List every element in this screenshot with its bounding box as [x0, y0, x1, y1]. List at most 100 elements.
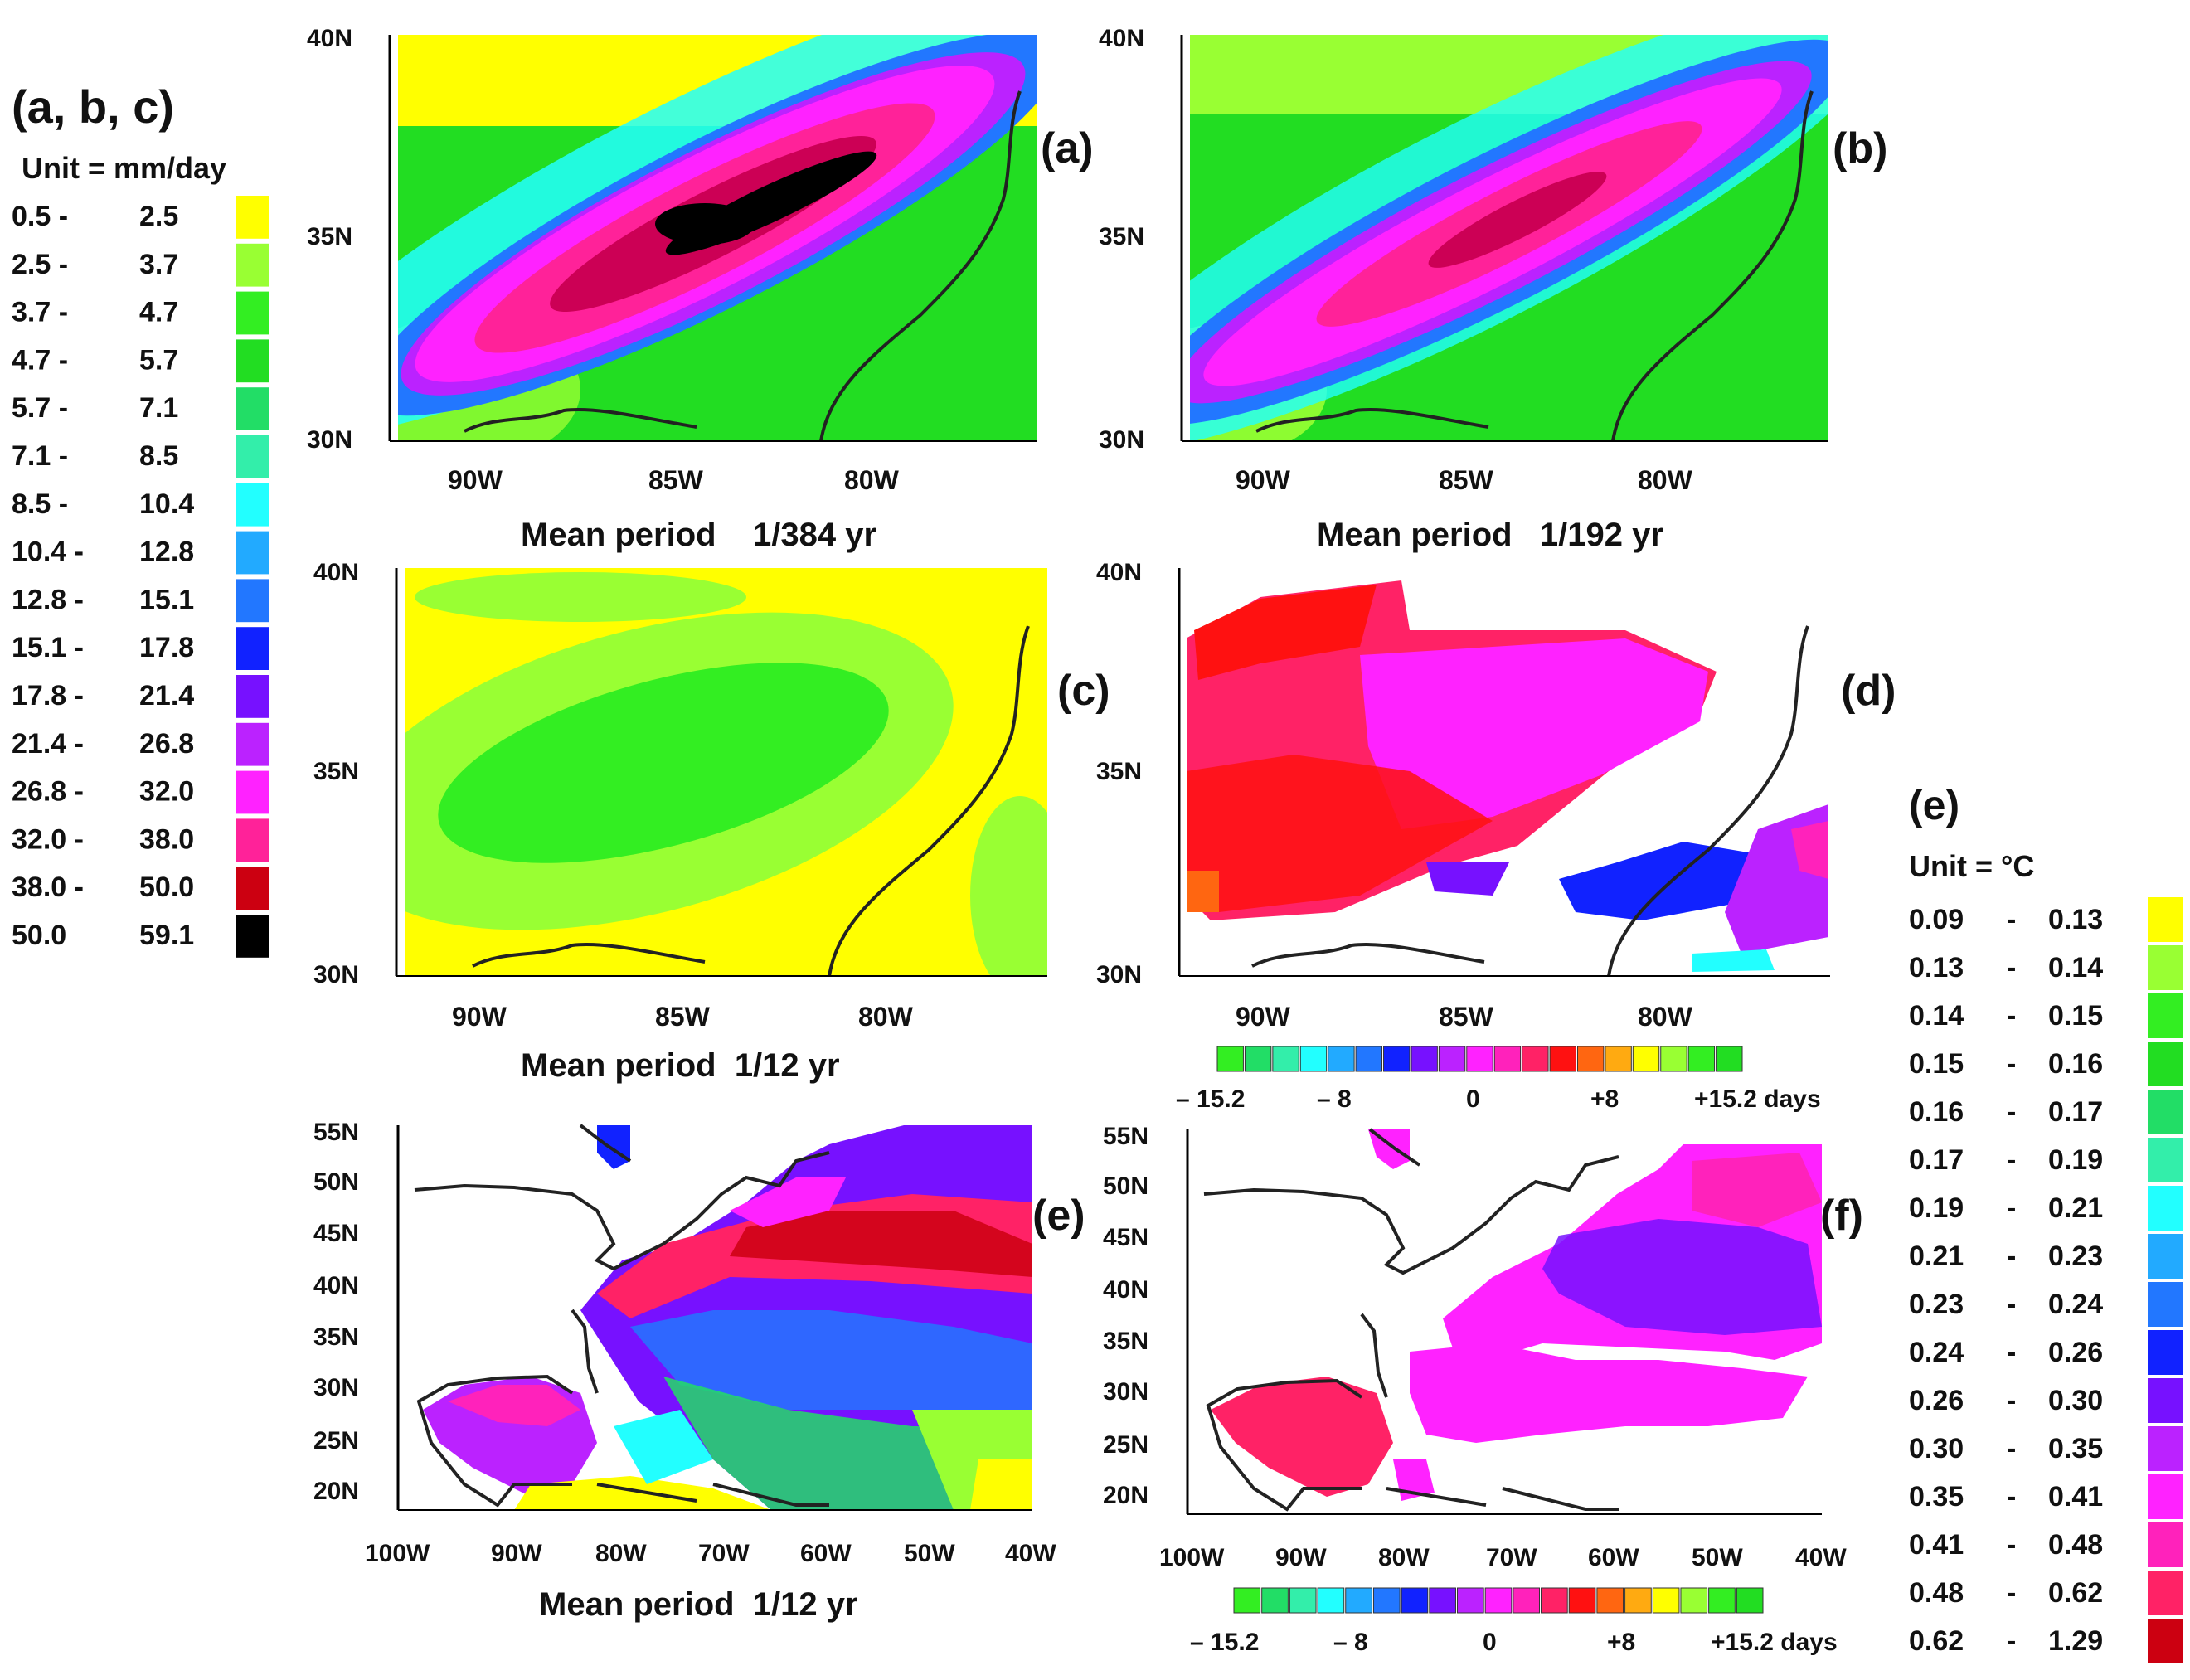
legend-e-dash-2: -	[2007, 1000, 2016, 1032]
legend-e-dash-7: -	[2007, 1241, 2016, 1272]
panel-d-scale-label-0: – 15.2	[1176, 1085, 1245, 1113]
legend-e-lo-14: 0.48	[1909, 1577, 1964, 1609]
panel-f-scale-swatch-10	[1513, 1587, 1541, 1614]
panel-f-ylabel-35n: 35N	[1103, 1328, 1148, 1355]
legend-e-dash-15: -	[2007, 1625, 2016, 1657]
legend-e-lo-8: 0.23	[1909, 1289, 1964, 1320]
panel-d-scale-swatch-5	[1355, 1046, 1383, 1072]
panel-d-ylabel-35n: 35N	[1096, 758, 1142, 785]
legend-abc-rows: 0.5 - 2.5 2.5 - 3.7 3.7 - 4.7 4.7 - 5.7 5.7 - 7.1…	[12, 196, 269, 958]
panel-c-xlabel-90w: 90W	[452, 1002, 507, 1032]
legend-e-lo-3: 0.15	[1909, 1048, 1964, 1080]
panel-f-scale-swatch-11	[1541, 1587, 1568, 1614]
panel-c-caption: Mean period 1/12 yr	[521, 1047, 840, 1084]
legend-e-lo-15: 0.62	[1909, 1625, 1964, 1657]
panel-c-coastline	[472, 625, 1030, 977]
legend-e-hi-0: 0.13	[2048, 904, 2103, 935]
legend-abc-lo-4: 5.7 -	[12, 392, 68, 424]
panel-f-scale-swatch-4	[1345, 1587, 1372, 1614]
legend-abc-hi-5: 8.5	[139, 440, 178, 472]
panel-f-scale-swatch-0	[1233, 1587, 1261, 1614]
panel-b-tag: (b)	[1833, 124, 1887, 172]
legend-abc-hi-4: 7.1	[139, 392, 178, 424]
legend-e-hi-14: 0.62	[2048, 1577, 2103, 1609]
panel-b-ylabel-40n: 40N	[1099, 25, 1144, 52]
legend-e-lo-11: 0.30	[1909, 1433, 1964, 1464]
legend-e-hi-5: 0.19	[2048, 1144, 2103, 1176]
legend-abc-lo-6: 8.5 -	[12, 488, 68, 520]
legend-e-lo-6: 0.19	[1909, 1192, 1964, 1224]
panel-f-scale-label-3: +8	[1607, 1629, 1635, 1656]
panel-d-scale-swatch-16	[1660, 1046, 1687, 1072]
legend-e-hi-10: 0.30	[2048, 1385, 2103, 1416]
panel-f-scale-swatch-3	[1317, 1587, 1345, 1614]
legend-e-hi-3: 0.16	[2048, 1048, 2103, 1080]
panel-b-xlabel-80w: 80W	[1638, 465, 1693, 495]
legend-abc-swatch-9	[236, 627, 269, 670]
legend-e-dash-5: -	[2007, 1144, 2016, 1176]
panel-d-scale-swatch-13	[1576, 1046, 1605, 1072]
legend-e-dash-12: -	[2007, 1481, 2016, 1512]
panel-b-coastline	[1255, 90, 1814, 442]
legend-abc-swatch-12	[236, 770, 269, 814]
panel-e-xlabel-90w: 90W	[491, 1540, 542, 1567]
panel-a-coastline	[464, 90, 1022, 442]
panel-d-scale-swatch-9	[1466, 1046, 1493, 1072]
panel-d-scale-swatch-1	[1244, 1046, 1272, 1072]
panel-f-scale-swatch-15	[1652, 1587, 1680, 1614]
panel-d-scale-swatch-0	[1216, 1046, 1244, 1072]
legend-abc-title: (a, b, c)	[12, 80, 174, 133]
panel-e-xlabel-50w: 50W	[904, 1540, 955, 1567]
legend-abc-hi-3: 5.7	[139, 344, 178, 376]
legend-abc-swatch-13	[236, 818, 269, 862]
panel-d-phase-scale: – 15.2 – 8 0 +8 +15.2 days	[1176, 1046, 1821, 1113]
legend-e-lo-12: 0.35	[1909, 1481, 1964, 1512]
legend-e-swatch-11	[2148, 1426, 2183, 1471]
panel-f-scale-swatch-2	[1289, 1587, 1317, 1614]
panel-f-xlabel-100w: 100W	[1159, 1544, 1225, 1571]
panel-f-xlabel-70w: 70W	[1486, 1544, 1537, 1571]
panel-f-xlabel-80w: 80W	[1378, 1544, 1430, 1571]
panel-e-ylabel-35n: 35N	[313, 1323, 359, 1351]
panel-c-ylabel-40n: 40N	[313, 559, 359, 586]
panel-d-scale-swatch-12	[1549, 1046, 1576, 1072]
legend-abc-lo-10: 17.8 -	[12, 680, 84, 711]
legend-e-lo-2: 0.14	[1909, 1000, 1964, 1032]
legend-e-dash-4: -	[2007, 1096, 2016, 1128]
legend-abc-hi-2: 4.7	[139, 297, 178, 328]
panel-d-coastline	[1251, 625, 1809, 977]
panel-a-caption: Mean period 1/384 yr	[521, 517, 876, 553]
panel-e-tag: (e)	[1032, 1192, 1085, 1240]
legend-abc-hi-13: 38.0	[139, 823, 194, 855]
panel-a-ylabel-30n: 30N	[307, 426, 352, 454]
legend-e-swatch-9	[2148, 1330, 2183, 1375]
legend-e-swatch-4	[2148, 1090, 2183, 1134]
panel-d-xlabel-85w: 85W	[1439, 1002, 1494, 1032]
panel-d-scale-swatch-7	[1411, 1046, 1438, 1072]
legend-abc-swatch-10	[236, 675, 269, 718]
legend-e-swatch-2	[2148, 993, 2183, 1038]
panel-a-field	[398, 35, 1037, 441]
panel-f-scale-swatch-6	[1401, 1587, 1429, 1614]
legend-abc-hi-11: 26.8	[139, 728, 194, 760]
legend-abc-lo-7: 10.4 -	[12, 537, 84, 568]
panel-f-scale-swatch-1	[1261, 1587, 1289, 1614]
legend-abc-lo-8: 12.8 -	[12, 584, 84, 615]
legend-e-swatch-10	[2148, 1378, 2183, 1423]
legend-e-swatch-3	[2148, 1042, 2183, 1086]
panel-d-scale-swatch-18	[1716, 1046, 1743, 1072]
legend-abc-swatch-8	[236, 579, 269, 623]
panel-c-field	[405, 568, 1047, 976]
panel-d-scale-swatch-3	[1299, 1046, 1328, 1072]
legend-abc-hi-1: 3.7	[139, 249, 178, 280]
panel-b-caption: Mean period 1/192 yr	[1317, 517, 1663, 553]
panel-c-tag: (c)	[1057, 667, 1110, 715]
panel-b-ylabel-35n: 35N	[1099, 223, 1144, 250]
legend-e-hi-11: 0.35	[2048, 1433, 2103, 1464]
legend-e-swatch-7	[2148, 1234, 2183, 1279]
legend-abc-swatch-1	[236, 243, 269, 287]
panel-d-scale-swatch-4	[1328, 1046, 1355, 1072]
panel-d-field	[1187, 580, 1828, 972]
panel-f-ylabel-25n: 25N	[1103, 1431, 1148, 1459]
panel-d-scale-label-2: 0	[1466, 1085, 1480, 1113]
